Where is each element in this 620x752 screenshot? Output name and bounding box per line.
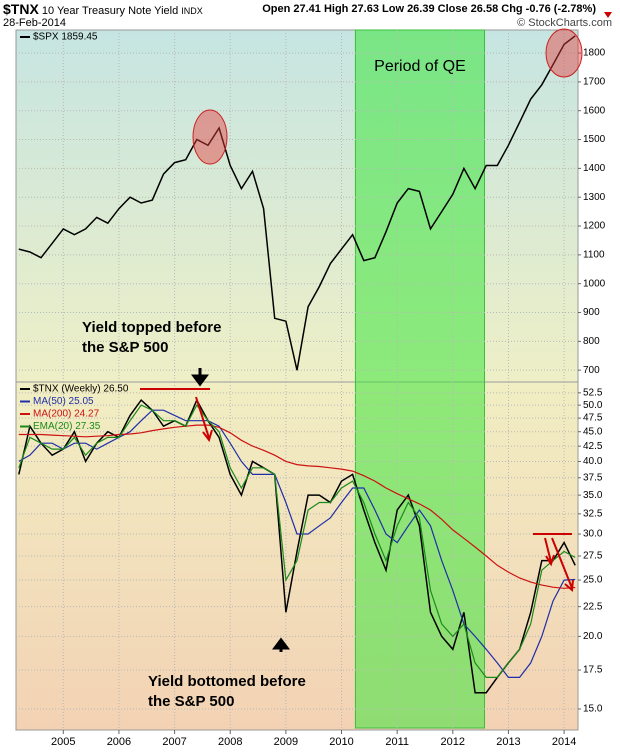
legend-label: $TNX (Weekly) 26.50 [33, 384, 129, 395]
x-tick-label: 2012 [441, 736, 465, 748]
exchange: INDX [181, 6, 203, 16]
x-tick-label: 2010 [329, 736, 353, 748]
series-line [18, 403, 576, 678]
down-triangle [604, 12, 612, 18]
legend-label: $SPX 1859.45 [33, 32, 98, 43]
y-tick-label: 17.5 [583, 665, 603, 676]
y-tick-label: 50.0 [583, 400, 603, 411]
annotation: Yield topped before the S&P 500 [82, 319, 222, 356]
qe-region [354, 29, 486, 729]
symbol: $TNX [3, 1, 39, 17]
source: © StockCharts.com [517, 17, 612, 29]
series-line [18, 398, 576, 694]
y-tick-label: 900 [583, 307, 600, 318]
y-tick-label: 45.0 [583, 426, 603, 437]
grid [16, 29, 578, 730]
y-tick-label: 1700 [583, 77, 606, 88]
x-tick-label: 2005 [51, 736, 75, 748]
y-tick-label: 1100 [583, 250, 605, 261]
x-tick-label: 2013 [496, 736, 520, 748]
legend-label: MA(200) 24.27 [33, 409, 100, 420]
y-tick-label: 40.0 [583, 456, 603, 467]
qe-label: Period of QE [374, 58, 466, 75]
x-tick-label: 2011 [385, 736, 409, 748]
legend-label: EMA(20) 27.35 [33, 421, 101, 432]
header-title: $TNX 10 Year Treasury Note Yield INDX [3, 1, 203, 17]
x-tick-label: 2008 [218, 736, 242, 748]
y-tick-label: 1400 [583, 163, 606, 174]
y-tick-label: 25.0 [583, 575, 603, 586]
y-tick-label: 1800 [583, 48, 606, 59]
y-tick-label: 1200 [583, 221, 606, 232]
y-tick-label: 27.5 [583, 551, 603, 562]
x-tick-label: 2014 [552, 736, 576, 748]
down-arrow [195, 396, 213, 443]
down-arrow [551, 537, 574, 593]
y-tick-label: 47.5 [583, 413, 603, 424]
y-tick-label: 52.5 [583, 387, 603, 398]
black-arrow [191, 368, 209, 387]
y-tick-label: 700 [583, 365, 600, 376]
y-tick-label: 15.0 [583, 704, 603, 715]
legend-label: MA(50) 25.05 [33, 396, 94, 407]
y-tick-label: 30.0 [583, 529, 603, 540]
series-line [18, 424, 576, 589]
x-tick-label: 2007 [162, 736, 186, 748]
y-tick-label: 1600 [583, 105, 606, 116]
y-tick-label: 22.5 [583, 601, 603, 612]
y-tick-label: 800 [583, 336, 600, 347]
y-tick-label: 20.0 [583, 631, 603, 642]
x-tick-label: 2009 [274, 736, 298, 748]
down-arrow [544, 537, 555, 567]
security-name: 10 Year Treasury Note Yield [41, 5, 179, 17]
x-tick-label: 2006 [107, 736, 131, 748]
y-tick-label: 1500 [583, 134, 606, 145]
y-tick-label: 1300 [583, 192, 606, 203]
y-tick-label: 35.0 [583, 490, 603, 501]
date: 28-Feb-2014 [3, 17, 66, 29]
annotation: Yield bottomed before the S&P 500 [148, 673, 306, 710]
top-circle [545, 28, 583, 78]
series-line [18, 409, 576, 678]
y-tick-label: 42.5 [583, 441, 603, 452]
series-line [18, 35, 576, 371]
marks: Period of QE 700 800 900 1000 1100 1200 1300 140… [18, 32, 606, 748]
y-tick-label: 37.5 [583, 472, 603, 483]
black-arrow [272, 637, 290, 652]
quote: Open 27.41 High 27.63 Low 26.39 Close 26… [262, 3, 596, 15]
top-circle [192, 109, 228, 165]
y-tick-label: 32.5 [583, 508, 603, 519]
y-tick-label: 1000 [583, 278, 606, 289]
